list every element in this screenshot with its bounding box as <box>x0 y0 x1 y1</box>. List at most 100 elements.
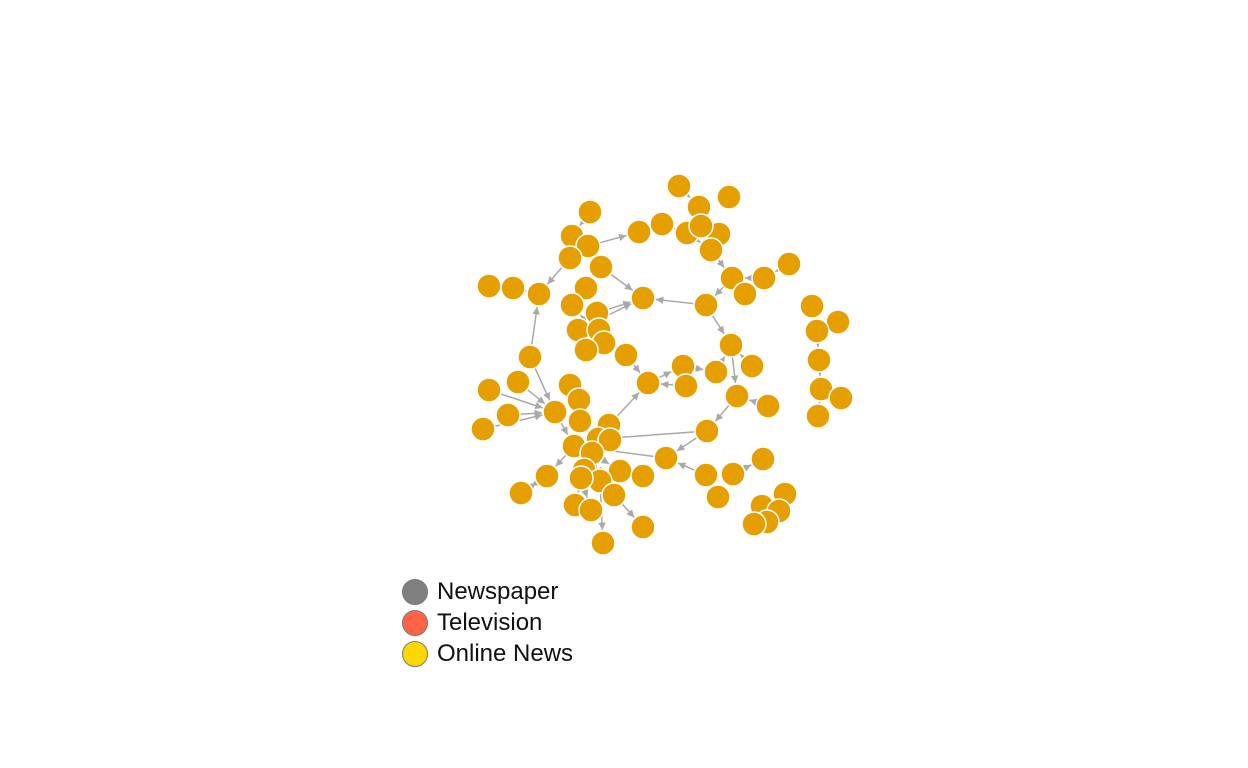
graph-node-57 <box>694 418 720 444</box>
graph-edge-8 <box>555 454 567 467</box>
legend-label-newspaper: Newspaper <box>437 577 559 605</box>
graph-edge-68 <box>579 217 588 227</box>
graph-node-41 <box>476 377 502 403</box>
graph-edge-4 <box>519 409 543 418</box>
graph-edge-76 <box>600 456 610 465</box>
graph-edge-42 <box>739 353 749 363</box>
graph-edge-22 <box>610 273 633 291</box>
graph-edge-47 <box>608 300 631 310</box>
graph-node-17 <box>573 275 599 301</box>
graph-node-51 <box>542 399 568 425</box>
graph-edge-29 <box>716 259 725 269</box>
graph-edge-38 <box>717 355 726 365</box>
graph-edge-36 <box>658 371 672 379</box>
graph-edge-30 <box>714 286 725 297</box>
graph-node-32 <box>573 337 599 363</box>
graph-edge-40 <box>660 380 675 389</box>
legend-item-newspaper: Newspaper <box>402 576 573 607</box>
graph-node-45 <box>724 383 750 409</box>
graph-node-14 <box>476 273 502 299</box>
graph-edge-18 <box>714 404 730 422</box>
graph-edge-43 <box>749 398 758 406</box>
graph-node-62 <box>750 446 776 472</box>
legend-label-television: Television <box>437 608 543 636</box>
graph-node-54 <box>567 408 593 434</box>
graph-edge-25 <box>599 233 627 244</box>
graph-node-13 <box>588 254 614 280</box>
graph-node-53 <box>470 416 496 442</box>
graph-node-68 <box>720 461 746 487</box>
graph-node-2 <box>577 199 603 225</box>
graph-node-60 <box>653 445 679 471</box>
graph-edge-60 <box>742 464 752 472</box>
graph-node-44 <box>673 373 699 399</box>
graph-node-21 <box>751 265 777 291</box>
graph-edge-0 <box>530 306 540 346</box>
graph-node-40 <box>505 369 531 395</box>
graph-node-16 <box>526 281 552 307</box>
graph-node-38 <box>703 359 729 385</box>
graph-edge-3 <box>500 393 543 410</box>
graph-node-43 <box>635 370 661 396</box>
graph-edge-20 <box>711 314 725 335</box>
graph-node-28 <box>804 318 830 344</box>
graph-edge-44 <box>610 431 696 442</box>
legend-item-television: Television <box>402 607 573 638</box>
graph-node-66 <box>630 463 656 489</box>
graph-node-81 <box>630 514 656 540</box>
graph-edge-1 <box>534 367 551 401</box>
graph-edge-6 <box>560 422 569 436</box>
graph-edge-21 <box>655 296 695 305</box>
graph-node-67 <box>693 462 719 488</box>
graph-node-75 <box>705 484 731 510</box>
graph-node-10 <box>688 213 714 239</box>
graph-edge-73 <box>581 489 589 498</box>
legend-label-online-news: Online News <box>437 639 574 667</box>
graph-node-49 <box>805 403 831 429</box>
graph-node-82 <box>590 530 616 556</box>
graph-edge-17 <box>676 436 698 452</box>
graph-node-5 <box>626 219 652 245</box>
graph-edge-35 <box>632 363 641 374</box>
graph-edge-61 <box>527 482 537 491</box>
graph-node-46 <box>755 393 781 419</box>
graph-node-59 <box>597 427 623 453</box>
nodes-layer <box>470 173 854 556</box>
graph-node-23 <box>732 281 758 307</box>
graph-node-50 <box>495 402 521 428</box>
graph-node-0 <box>666 173 692 199</box>
graph-node-11 <box>698 237 724 263</box>
graph-node-35 <box>613 342 639 368</box>
graph-node-70 <box>508 480 534 506</box>
graph-edge-2 <box>526 388 546 405</box>
graph-edge-23 <box>546 266 563 285</box>
legend: Newspaper Television Online News <box>402 576 573 669</box>
graph-edge-41 <box>616 392 640 417</box>
graph-node-39 <box>806 347 832 373</box>
graph-node-18 <box>630 285 656 311</box>
graph-edge-16 <box>677 462 696 471</box>
graph-node-33 <box>718 332 744 358</box>
graph-node-1 <box>716 184 742 210</box>
graph-node-74 <box>578 497 604 523</box>
graph-node-15 <box>500 275 526 301</box>
graph-node-12 <box>557 245 583 271</box>
graph-edge-19 <box>730 356 739 384</box>
graph-node-24 <box>559 292 585 318</box>
legend-swatch-television <box>402 609 428 636</box>
graph-node-7 <box>575 233 601 259</box>
graph-node-72 <box>601 482 627 508</box>
graph-edge-37 <box>694 364 704 373</box>
legend-swatch-online-news <box>402 640 428 667</box>
graph-node-26 <box>799 293 825 319</box>
graph-node-63 <box>534 463 560 489</box>
graph-node-19 <box>693 292 719 318</box>
graph-edge-12 <box>621 503 635 518</box>
graph-node-37 <box>739 353 765 379</box>
graph-node-80 <box>741 511 767 537</box>
legend-swatch-newspaper <box>402 578 428 605</box>
graph-node-4 <box>649 211 675 237</box>
graph-node-34 <box>517 344 543 370</box>
graph-node-22 <box>776 251 802 277</box>
